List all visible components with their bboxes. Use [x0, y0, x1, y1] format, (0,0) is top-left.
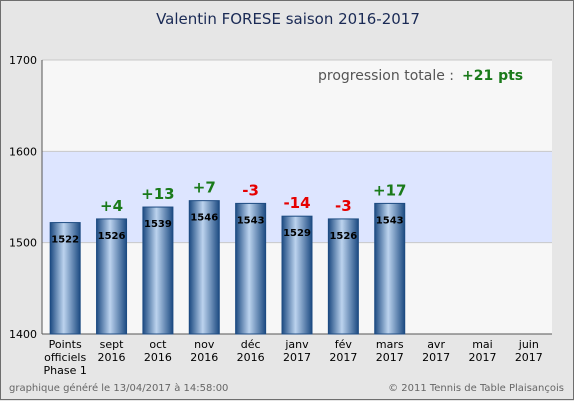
- x-tick-label-line: 2017: [422, 351, 450, 364]
- delta-label: +4: [100, 197, 123, 215]
- x-tick-label-line: 2016: [98, 351, 126, 364]
- x-tick-label: Points officiels Phase 1: [44, 338, 87, 377]
- footer-generated-date: graphique généré le 13/04/2017 à 14:58:0…: [9, 382, 228, 394]
- x-tick-label: juin 2017: [515, 338, 543, 364]
- progression-label: progression totale :: [318, 68, 454, 84]
- x-tick-label-line: 2017: [329, 351, 357, 364]
- delta-label: +17: [373, 181, 406, 199]
- bar: [374, 202, 406, 335]
- delta-label: -3: [242, 181, 259, 199]
- delta-label: +7: [193, 179, 216, 197]
- delta-label: +13: [141, 185, 174, 203]
- bar: [142, 206, 174, 335]
- x-tick-label: fév 2017: [329, 338, 357, 364]
- bar: [327, 218, 359, 335]
- bar: [49, 222, 81, 335]
- x-tick-label-line: juin: [518, 338, 539, 351]
- y-tick-label: 1400: [9, 328, 37, 341]
- bar-value-label: 1526: [98, 231, 126, 242]
- bar-value-label: 1543: [237, 215, 265, 226]
- x-tick-label-line: nov: [194, 338, 215, 351]
- x-tick-label-line: avr: [427, 338, 445, 351]
- delta-label: -3: [335, 197, 352, 215]
- x-tick-label-line: Phase 1: [44, 364, 87, 377]
- x-tick-label-line: 2016: [237, 351, 265, 364]
- progression-value: +21 pts: [462, 68, 523, 84]
- x-tick-label-line: officiels: [44, 351, 86, 364]
- bar: [281, 215, 313, 335]
- x-tick-label: avr 2017: [422, 338, 450, 364]
- x-tick-label-line: sept: [100, 338, 124, 351]
- delta-label: -14: [283, 194, 310, 212]
- x-tick-label-line: 2016: [190, 351, 218, 364]
- x-tick-label-line: 2016: [144, 351, 172, 364]
- x-tick-label: oct 2016: [144, 338, 172, 364]
- x-tick-label-line: 2017: [376, 351, 404, 364]
- x-tick-label: mars 2017: [376, 338, 404, 364]
- x-tick-label-line: 2017: [468, 351, 496, 364]
- bar: [235, 202, 267, 335]
- y-tick-label: 1600: [9, 145, 37, 158]
- x-tick-label: déc 2016: [237, 338, 265, 364]
- bar: [96, 218, 128, 335]
- chart-title: Valentin FORESE saison 2016-2017: [156, 10, 420, 28]
- x-tick-label-line: Points: [49, 338, 82, 351]
- x-tick-label-line: 2017: [515, 351, 543, 364]
- x-tick-label: mai 2017: [468, 338, 496, 364]
- footer-copyright: © 2011 Tennis de Table Plaisançois: [388, 383, 564, 394]
- y-tick-label: 1700: [9, 54, 37, 67]
- x-tick-label-line: fév: [335, 338, 353, 351]
- bar-value-label: 1546: [190, 213, 218, 224]
- x-tick-label: janv 2017: [283, 338, 311, 364]
- bar-value-label: 1543: [376, 215, 404, 226]
- bar-value-label: 1539: [144, 219, 172, 230]
- bar-value-label: 1522: [51, 235, 79, 246]
- y-tick-label: 1500: [9, 237, 37, 250]
- bar: [188, 200, 220, 335]
- x-tick-label-line: déc: [241, 338, 261, 351]
- x-tick-label-line: janv: [284, 338, 309, 351]
- bar-value-label: 1526: [329, 231, 357, 242]
- x-tick-label-line: mai: [472, 338, 493, 351]
- x-tick-label: sept 2016: [98, 338, 126, 364]
- bar-value-label: 1529: [283, 228, 311, 239]
- x-tick-label: nov 2016: [190, 338, 218, 364]
- x-tick-label-line: oct: [149, 338, 167, 351]
- plot-area: 1400 1500 1600 1700 1522 Points officiels Phase…: [9, 54, 552, 377]
- x-tick-label-line: 2017: [283, 351, 311, 364]
- x-tick-label-line: mars: [376, 338, 404, 351]
